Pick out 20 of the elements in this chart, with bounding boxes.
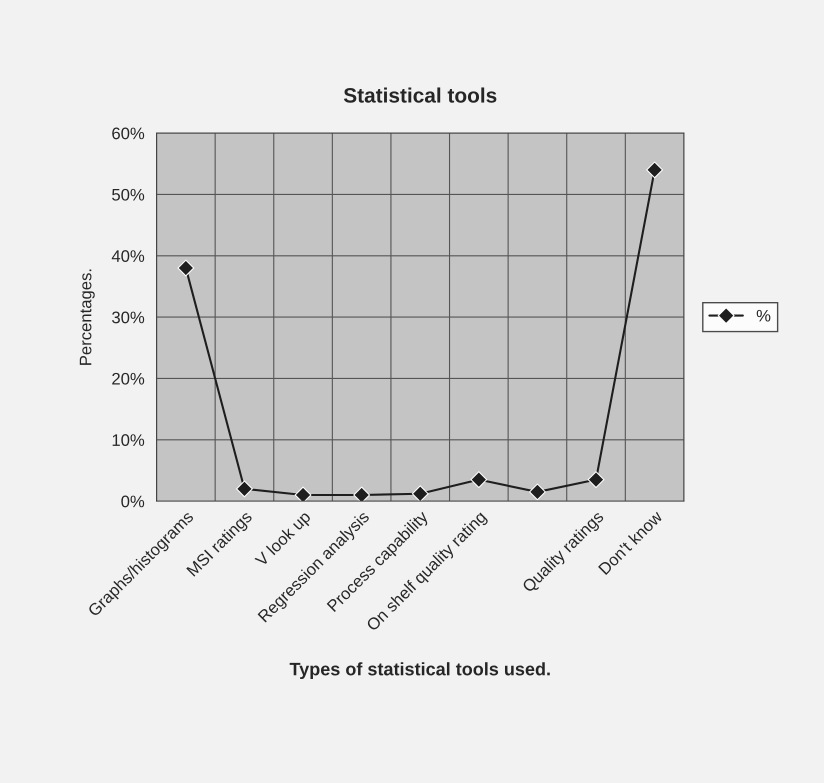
point xyxy=(529,484,546,500)
y-tick-label: 0% xyxy=(121,496,144,508)
y-tick-label: 20% xyxy=(112,372,144,385)
point xyxy=(236,480,253,498)
legend-label: % xyxy=(756,310,770,322)
point xyxy=(470,471,488,488)
chart-title: Statistical tools xyxy=(344,87,496,103)
point xyxy=(353,486,370,502)
y-axis-title: Percentages. xyxy=(80,270,95,365)
y-tick-label: 30% xyxy=(112,312,144,324)
y-tick-label: 40% xyxy=(112,250,144,262)
y-tick-label: 50% xyxy=(112,188,144,201)
point xyxy=(588,471,604,488)
y-tick-label: 60% xyxy=(112,128,144,140)
x-axis-title: Types of statistical tools used. xyxy=(290,662,550,680)
point xyxy=(294,486,312,502)
point xyxy=(177,260,194,276)
point xyxy=(646,162,663,178)
y-tick-label: 10% xyxy=(112,434,144,446)
point xyxy=(412,485,429,502)
